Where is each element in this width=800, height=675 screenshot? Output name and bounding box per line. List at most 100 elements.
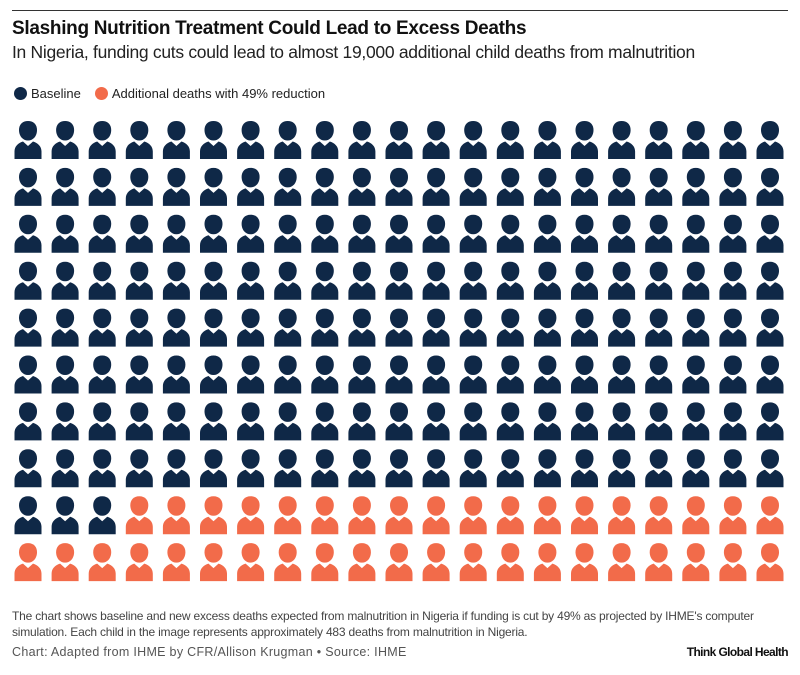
child-icon-baseline [274, 214, 302, 253]
child-icon-baseline [348, 308, 376, 347]
child-icon-baseline [459, 308, 487, 347]
child-icon-baseline [682, 308, 710, 347]
child-icon-baseline [274, 261, 302, 300]
legend-label: Baseline [31, 86, 81, 101]
brand-logo: Think Global Health [686, 645, 789, 659]
child-icon-baseline [237, 402, 265, 441]
child-icon-baseline [311, 261, 339, 300]
child-icon-baseline [14, 214, 42, 253]
child-icon-baseline [496, 121, 524, 159]
child-icon-additional [385, 543, 413, 582]
child-icon-baseline [533, 355, 561, 394]
child-icon-baseline [200, 402, 227, 441]
child-icon-baseline [51, 261, 79, 300]
child-icon-baseline [682, 121, 710, 159]
child-icon-baseline [237, 308, 265, 347]
child-icon-baseline [533, 308, 561, 347]
child-icon-baseline [756, 121, 784, 159]
child-icon-baseline [348, 449, 376, 488]
child-icon-baseline [348, 261, 376, 300]
child-icon-baseline [274, 121, 302, 159]
child-icon-baseline [533, 214, 561, 253]
child-icon-baseline [88, 355, 116, 394]
child-icon-baseline [459, 167, 487, 206]
child-icon-baseline [125, 214, 153, 253]
child-icon-additional [719, 496, 747, 535]
child-icon-baseline [719, 121, 747, 159]
child-icon-baseline [533, 261, 561, 300]
child-icon-baseline [533, 402, 561, 441]
child-icon-baseline [571, 214, 598, 253]
child-icon-baseline [496, 167, 524, 206]
child-icon-baseline [682, 402, 710, 441]
child-icon-baseline [496, 261, 524, 300]
child-icon-baseline [200, 167, 227, 206]
child-icon-additional [608, 496, 636, 535]
chart-note: The chart shows baseline and new excess … [12, 609, 754, 639]
child-icon-baseline [14, 402, 42, 441]
child-icon-baseline [533, 449, 561, 488]
child-icon-baseline [200, 355, 227, 394]
child-icon-baseline [385, 449, 413, 488]
child-icon-baseline [88, 121, 116, 159]
child-icon-baseline [496, 355, 524, 394]
child-icon-baseline [348, 214, 376, 253]
child-icon-baseline [422, 449, 450, 488]
legend-swatch [94, 87, 108, 100]
child-icon-baseline [162, 355, 190, 394]
child-icon-baseline [459, 261, 487, 300]
child-icon-baseline [237, 214, 265, 253]
child-icon-baseline [608, 355, 636, 394]
child-icon-baseline [608, 167, 636, 206]
child-icon-additional [385, 496, 413, 535]
child-icon-baseline [385, 355, 413, 394]
child-icon-baseline [311, 449, 339, 488]
child-icon-additional [533, 496, 561, 535]
child-icon-baseline [682, 167, 710, 206]
child-icon-baseline [682, 355, 710, 394]
child-icon-baseline [311, 355, 339, 394]
child-icon-baseline [51, 449, 79, 488]
child-icon-baseline [51, 402, 79, 441]
child-icon-baseline [756, 308, 784, 347]
child-icon-additional [645, 496, 673, 535]
child-icon-baseline [162, 121, 190, 159]
child-icon-baseline [200, 308, 227, 347]
child-icon-baseline [14, 121, 42, 159]
child-icon-baseline [459, 355, 487, 394]
child-icon-baseline [162, 308, 190, 347]
child-icon-additional [348, 496, 376, 535]
child-icon-baseline [645, 308, 673, 347]
child-icon-additional [496, 496, 524, 535]
child-icon-additional [274, 543, 302, 582]
legend-item-baseline: Baseline [14, 86, 81, 101]
child-icon-baseline [162, 402, 190, 441]
chart-credit: Chart: Adapted from IHME by CFR/Allison … [12, 645, 407, 659]
child-icon-additional [311, 543, 339, 582]
child-icon-baseline [200, 261, 227, 300]
child-icon-baseline [200, 449, 227, 488]
child-icon-baseline [348, 355, 376, 394]
child-icon-baseline [125, 308, 153, 347]
child-icon-additional [496, 543, 524, 582]
child-icon-baseline [459, 449, 487, 488]
child-icon-baseline [645, 355, 673, 394]
child-icon-baseline [608, 308, 636, 347]
child-icon-baseline [608, 121, 636, 159]
child-icon-baseline [756, 167, 784, 206]
child-icon-baseline [608, 449, 636, 488]
child-icon-baseline [237, 449, 265, 488]
child-icon-additional [200, 496, 227, 535]
child-icon-baseline [311, 121, 339, 159]
chart-title: Slashing Nutrition Treatment Could Lead … [12, 18, 527, 39]
child-icon-baseline [682, 214, 710, 253]
child-icon-baseline [200, 121, 227, 159]
child-icon-additional [533, 543, 561, 582]
child-icon-baseline [682, 449, 710, 488]
child-icon-baseline [422, 402, 450, 441]
child-icon-baseline [422, 167, 450, 206]
child-icon-additional [237, 496, 265, 535]
child-icon-baseline [496, 308, 524, 347]
child-icon-baseline [125, 402, 153, 441]
child-icon-baseline [645, 449, 673, 488]
